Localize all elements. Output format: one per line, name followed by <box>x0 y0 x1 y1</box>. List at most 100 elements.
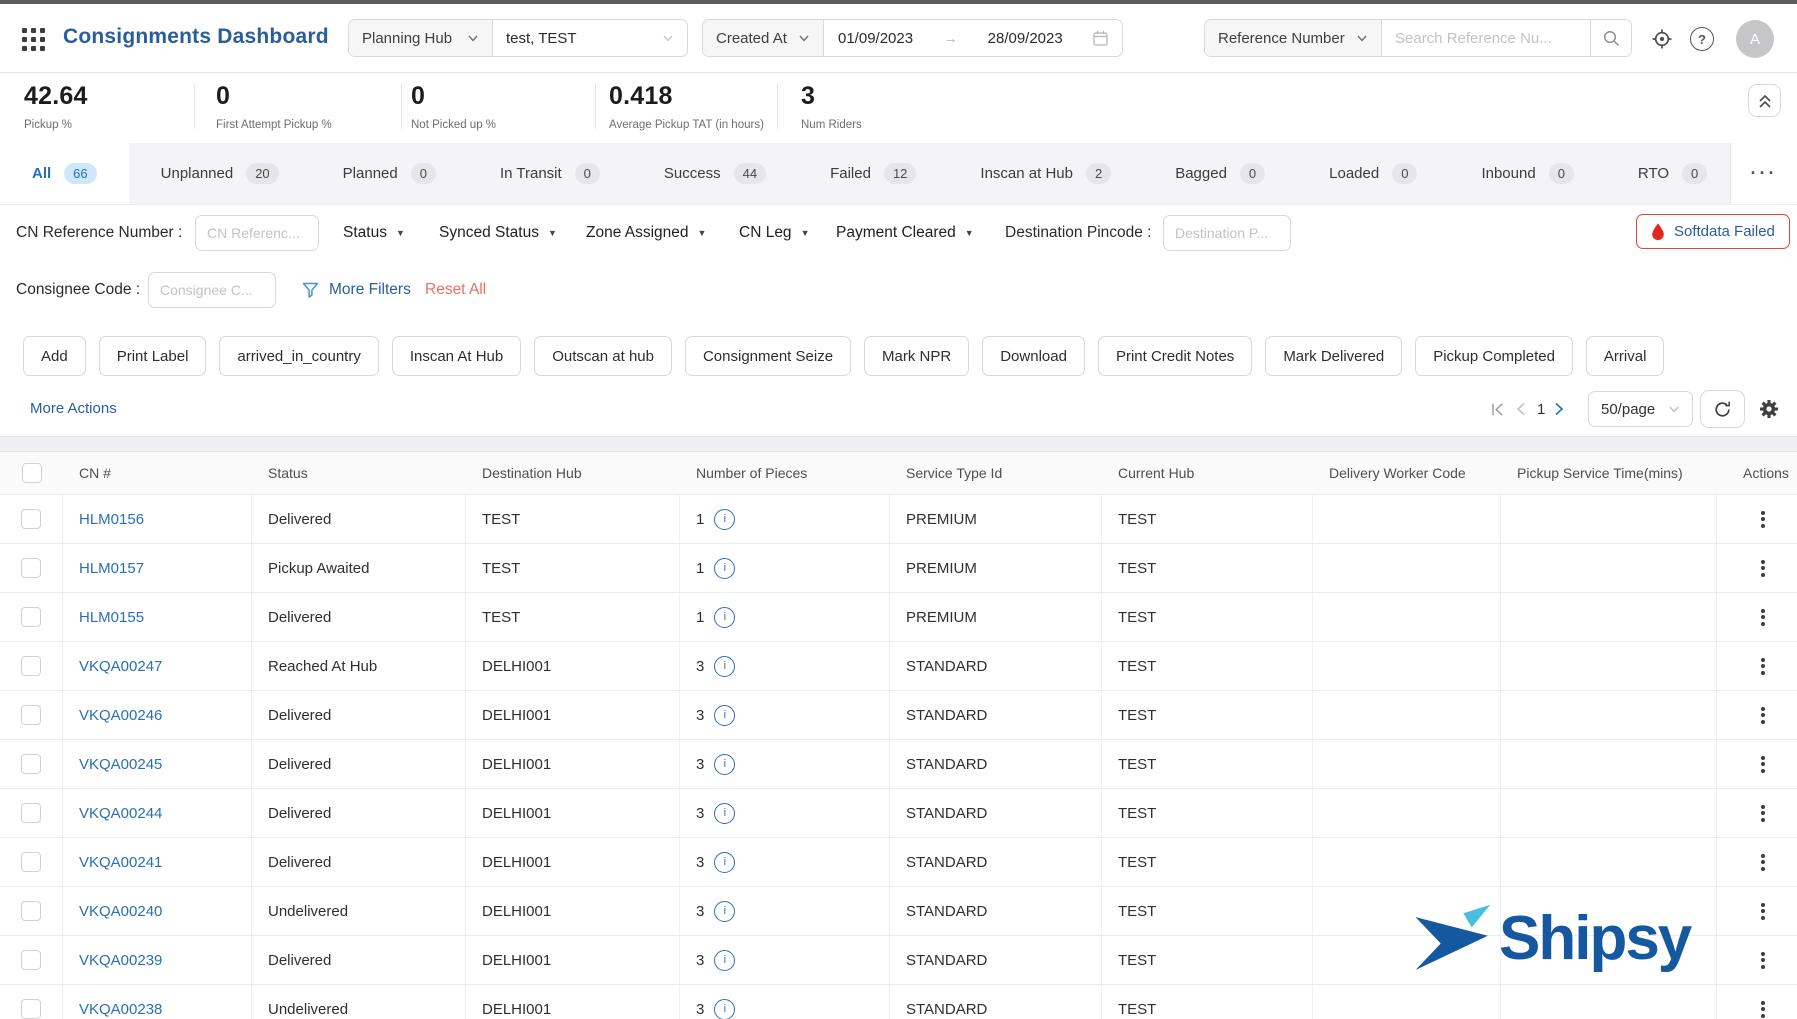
row-checkbox[interactable] <box>21 803 41 823</box>
tab-unplanned[interactable]: Unplanned 20 <box>129 143 311 204</box>
filter-dropdown-synced-status[interactable]: Synced Status ▼ <box>439 215 557 251</box>
tab-failed[interactable]: Failed 12 <box>798 143 948 204</box>
tab-rto[interactable]: RTO 0 <box>1606 143 1739 204</box>
collapse-stats-button[interactable] <box>1748 84 1781 117</box>
tab-success[interactable]: Success 44 <box>632 143 798 204</box>
action-button-outscan-at-hub[interactable]: Outscan at hub <box>534 336 672 376</box>
filter-dropdown-payment-cleared[interactable]: Payment Cleared ▼ <box>836 215 974 251</box>
info-icon[interactable]: i <box>714 753 736 775</box>
pagination-next-button[interactable] <box>1553 388 1565 430</box>
action-button-inscan-at-hub[interactable]: Inscan At Hub <box>391 336 522 376</box>
action-button-consignment-seize[interactable]: Consignment Seize <box>684 336 852 376</box>
date-range-picker[interactable]: 01/09/2023 → 28/09/2023 <box>824 20 1122 56</box>
search-type-select[interactable]: Reference Number <box>1205 20 1382 56</box>
refresh-button[interactable] <box>1700 390 1745 428</box>
kebab-menu-icon[interactable] <box>1757 605 1769 630</box>
tab-all[interactable]: All 66 <box>0 143 129 204</box>
action-button-add[interactable]: Add <box>23 336 86 376</box>
row-checkbox[interactable] <box>21 705 41 725</box>
kebab-menu-icon[interactable] <box>1757 801 1769 826</box>
hub-type-select[interactable]: Planning Hub <box>349 20 493 56</box>
page-size-select[interactable]: 50/page <box>1588 391 1693 427</box>
more-tabs-button[interactable]: ··· <box>1730 143 1797 204</box>
row-checkbox[interactable] <box>21 999 41 1019</box>
action-button-mark-delivered[interactable]: Mark Delivered <box>1265 336 1403 376</box>
consignee-code-input[interactable] <box>148 272 276 308</box>
kebab-menu-icon[interactable] <box>1757 997 1769 1019</box>
pagination-prev-button[interactable] <box>1515 388 1527 430</box>
info-icon[interactable]: i <box>714 606 736 628</box>
action-button-arrived-in-country[interactable]: arrived_in_country <box>219 336 379 376</box>
info-icon[interactable]: i <box>714 998 736 1019</box>
tab-inscan-at-hub[interactable]: Inscan at Hub 2 <box>948 143 1143 204</box>
action-button-download[interactable]: Download <box>982 336 1085 376</box>
hub-value-select[interactable]: test, TEST <box>493 20 687 56</box>
action-button-print-label[interactable]: Print Label <box>98 336 207 376</box>
cn-number-link[interactable]: HLM0155 <box>79 608 145 626</box>
filter-dropdown-zone-assigned[interactable]: Zone Assigned ▼ <box>586 215 706 251</box>
softdata-failed-button[interactable]: Softdata Failed <box>1636 214 1790 249</box>
action-button-print-credit-notes[interactable]: Print Credit Notes <box>1097 336 1253 376</box>
tab-planned[interactable]: Planned 0 <box>311 143 468 204</box>
action-button-mark-npr[interactable]: Mark NPR <box>864 336 970 376</box>
cn-number-link[interactable]: HLM0156 <box>79 510 145 528</box>
kebab-menu-icon[interactable] <box>1757 507 1769 532</box>
tab-bagged[interactable]: Bagged 0 <box>1143 143 1297 204</box>
kebab-menu-icon[interactable] <box>1757 752 1769 777</box>
pagination-first-button[interactable] <box>1490 388 1505 430</box>
info-icon[interactable]: i <box>714 557 736 579</box>
search-input[interactable] <box>1382 20 1590 56</box>
info-icon[interactable]: i <box>714 851 736 873</box>
destination-pincode-input[interactable] <box>1163 215 1291 251</box>
row-checkbox[interactable] <box>21 950 41 970</box>
more-filters-button[interactable]: More Filters <box>302 272 411 308</box>
filter-dropdown-cn-leg[interactable]: CN Leg ▼ <box>739 215 809 251</box>
info-icon[interactable]: i <box>714 704 736 726</box>
select-all-checkbox[interactable] <box>21 463 42 483</box>
kebab-menu-icon[interactable] <box>1757 948 1769 973</box>
row-checkbox[interactable] <box>21 558 41 578</box>
cn-number-link[interactable]: VKQA00241 <box>79 853 163 871</box>
cn-number-link[interactable]: VKQA00247 <box>79 657 163 675</box>
info-icon[interactable]: i <box>714 508 736 530</box>
help-icon[interactable]: ? <box>1690 27 1714 51</box>
filter-dropdown-status[interactable]: Status ▼ <box>343 215 405 251</box>
avatar[interactable]: A <box>1736 20 1774 58</box>
cn-number-link[interactable]: VKQA00240 <box>79 902 163 920</box>
crosshair-settings-icon[interactable] <box>1650 27 1674 51</box>
info-icon[interactable]: i <box>714 802 736 824</box>
action-button-arrival[interactable]: Arrival <box>1585 336 1665 376</box>
kebab-menu-icon[interactable] <box>1757 703 1769 728</box>
row-checkbox[interactable] <box>21 754 41 774</box>
tab-in-transit[interactable]: In Transit 0 <box>468 143 632 204</box>
kebab-menu-icon[interactable] <box>1757 654 1769 679</box>
info-icon[interactable]: i <box>714 655 736 677</box>
pagination-current-page[interactable]: 1 <box>1537 400 1546 418</box>
info-icon[interactable]: i <box>714 900 736 922</box>
tab-loaded[interactable]: Loaded 0 <box>1297 143 1449 204</box>
search-button[interactable] <box>1590 20 1631 56</box>
cn-number-link[interactable]: VKQA00244 <box>79 804 163 822</box>
cn-reference-input[interactable] <box>195 215 319 251</box>
row-checkbox[interactable] <box>21 852 41 872</box>
kebab-menu-icon[interactable] <box>1757 899 1769 924</box>
tab-inbound[interactable]: Inbound 0 <box>1449 143 1605 204</box>
row-checkbox[interactable] <box>21 509 41 529</box>
cn-number-link[interactable]: VKQA00245 <box>79 755 163 773</box>
row-checkbox[interactable] <box>21 656 41 676</box>
cn-number-link[interactable]: VKQA00239 <box>79 951 163 969</box>
kebab-menu-icon[interactable] <box>1757 556 1769 581</box>
more-actions-button[interactable]: More Actions <box>30 400 117 417</box>
row-checkbox[interactable] <box>21 901 41 921</box>
reset-all-button[interactable]: Reset All <box>425 281 487 298</box>
cn-number-link[interactable]: VKQA00246 <box>79 706 163 724</box>
action-button-pickup-completed[interactable]: Pickup Completed <box>1415 336 1573 376</box>
date-type-select[interactable]: Created At <box>703 20 824 56</box>
cn-number-link[interactable]: VKQA00238 <box>79 1000 163 1018</box>
table-settings-gear-icon[interactable] <box>1758 398 1780 420</box>
kebab-menu-icon[interactable] <box>1757 850 1769 875</box>
row-checkbox[interactable] <box>21 607 41 627</box>
cn-number-link[interactable]: HLM0157 <box>79 559 145 577</box>
info-icon[interactable]: i <box>714 949 736 971</box>
app-grid-icon[interactable] <box>22 28 45 51</box>
